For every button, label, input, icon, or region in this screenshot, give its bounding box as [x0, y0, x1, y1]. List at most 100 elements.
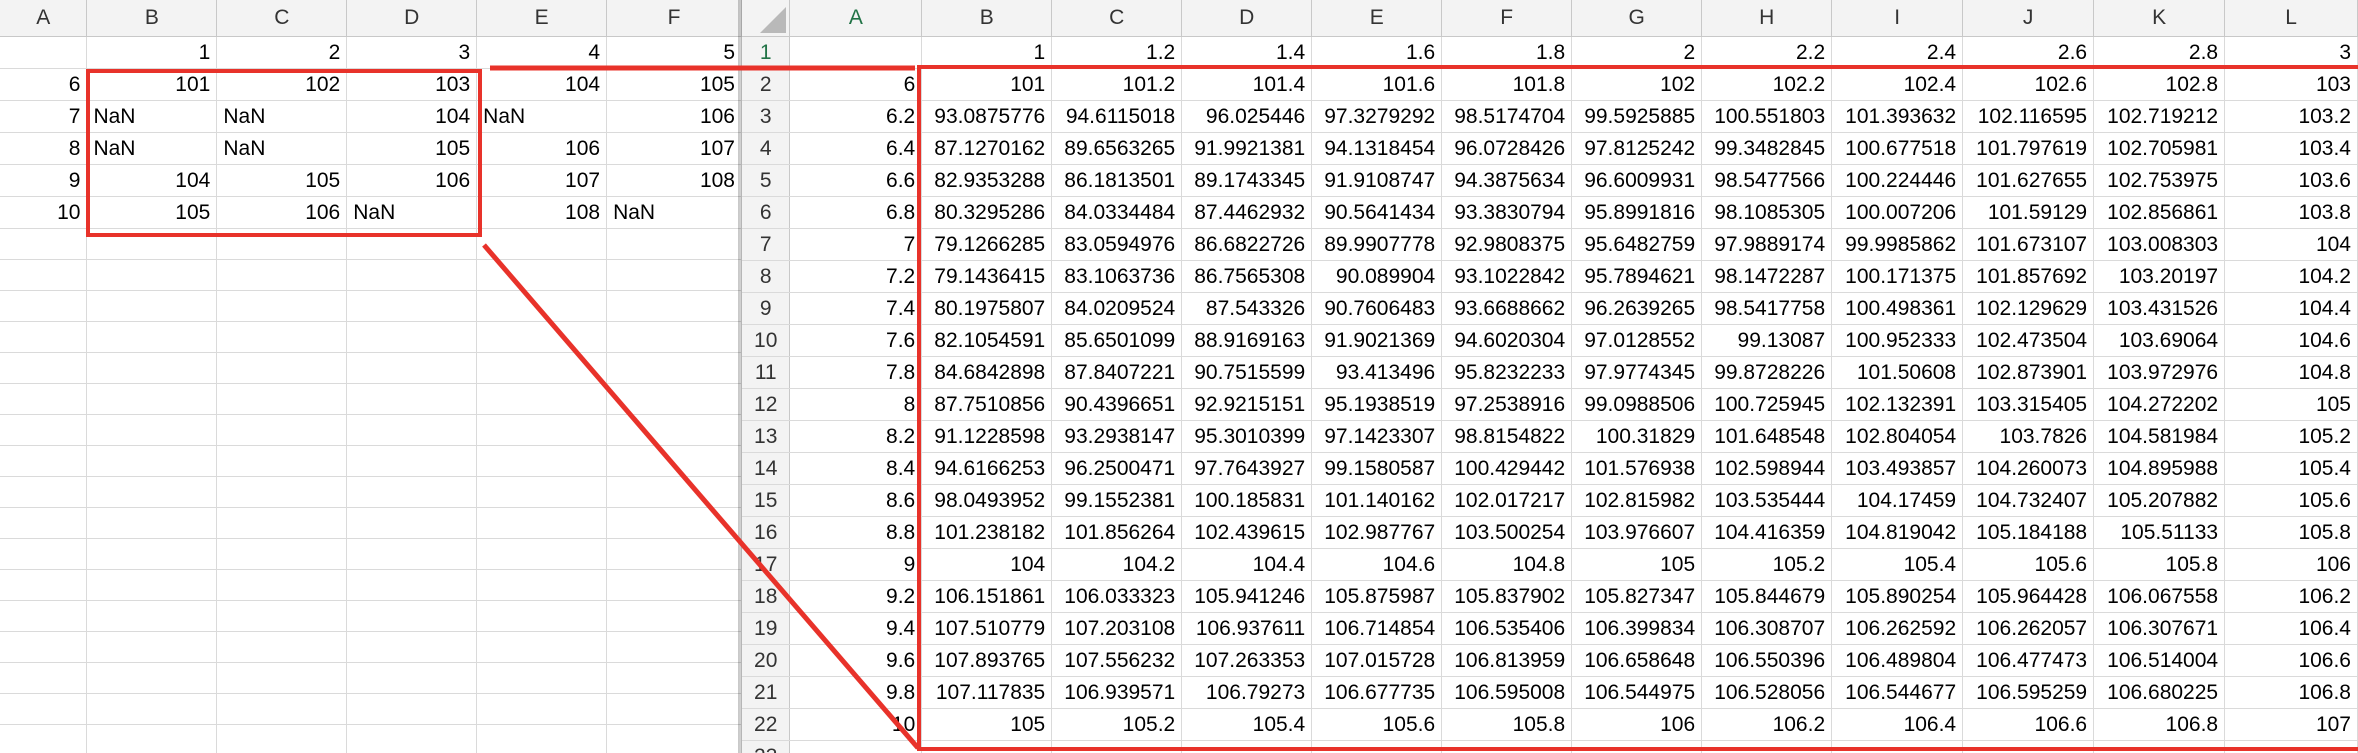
cell-f3[interactable]: 98.5174704 [1441, 100, 1573, 133]
cell-b23[interactable] [921, 740, 1053, 753]
cell-i21[interactable]: 106.544677 [1831, 676, 1964, 709]
column-header-c[interactable]: C [1051, 0, 1183, 37]
cell-a5[interactable]: 6.6 [789, 164, 923, 197]
cell-h7[interactable]: 97.9889174 [1701, 228, 1833, 261]
cell-e5[interactable]: 106 [476, 132, 608, 165]
cell-e21[interactable]: 106.677735 [1311, 676, 1443, 709]
cell-k11[interactable]: 103.972976 [2093, 356, 2226, 389]
cell-f7[interactable]: NaN [606, 196, 742, 229]
cell-d7[interactable]: 86.6822726 [1181, 228, 1313, 261]
column-header-b[interactable]: B [921, 0, 1053, 37]
cell-a13[interactable]: 8.2 [789, 420, 923, 453]
cell-a22[interactable]: 10 [789, 708, 923, 741]
cell-f13[interactable]: 98.8154822 [1441, 420, 1573, 453]
cell-e16[interactable] [476, 476, 608, 508]
cell-l13[interactable]: 105.2 [2224, 420, 2358, 453]
row-header-19[interactable]: 19 [742, 612, 791, 645]
cell-b2[interactable]: 101 [921, 68, 1053, 101]
cell-l22[interactable]: 107 [2224, 708, 2358, 741]
cell-j5[interactable]: 101.627655 [1962, 164, 2095, 197]
cell-b21[interactable]: 107.117835 [921, 676, 1053, 709]
cell-c8[interactable]: 83.1063736 [1051, 260, 1183, 293]
cell-f8[interactable] [606, 228, 742, 260]
cell-k10[interactable]: 103.69064 [2093, 324, 2226, 357]
row-header-14[interactable]: 14 [742, 452, 791, 485]
cell-f7[interactable]: 92.9808375 [1441, 228, 1573, 261]
cell-e17[interactable] [476, 507, 608, 539]
cell-f10[interactable]: 94.6020304 [1441, 324, 1573, 357]
cell-g14[interactable]: 101.576938 [1571, 452, 1703, 485]
cell-a2[interactable]: 6 [789, 68, 923, 101]
cell-b17[interactable]: 104 [921, 548, 1053, 581]
cell-f2[interactable]: 101.8 [1441, 68, 1573, 101]
cell-d13[interactable] [346, 383, 478, 415]
cell-f14[interactable] [606, 414, 742, 446]
cell-f10[interactable] [606, 290, 742, 322]
cell-k20[interactable]: 106.514004 [2093, 644, 2226, 677]
cell-i11[interactable]: 101.50608 [1831, 356, 1964, 389]
cell-g5[interactable]: 96.6009931 [1571, 164, 1703, 197]
cell-b16[interactable]: 101.238182 [921, 516, 1053, 549]
cell-j4[interactable]: 101.797619 [1962, 132, 2095, 165]
cell-d13[interactable]: 95.3010399 [1181, 420, 1313, 453]
cell-b14[interactable] [86, 414, 218, 446]
row-header-11[interactable]: 11 [742, 356, 791, 389]
cell-c23[interactable] [216, 693, 348, 725]
cell-j21[interactable]: 106.595259 [1962, 676, 2095, 709]
cell-e3[interactable]: 97.3279292 [1311, 100, 1443, 133]
cell-b23[interactable] [86, 693, 218, 725]
cell-d16[interactable]: 102.439615 [1181, 516, 1313, 549]
cell-b3[interactable]: 93.0875776 [921, 100, 1053, 133]
cell-k2[interactable]: 102.8 [2093, 68, 2226, 101]
cell-h9[interactable]: 98.5417758 [1701, 292, 1833, 325]
cell-g17[interactable]: 105 [1571, 548, 1703, 581]
cell-j9[interactable]: 102.129629 [1962, 292, 2095, 325]
cell-b18[interactable] [86, 538, 218, 570]
row-header-6[interactable]: 6 [742, 196, 791, 229]
cell-k3[interactable]: 102.719212 [2093, 100, 2226, 133]
cell-c24[interactable] [216, 724, 348, 753]
cell-b7[interactable]: 105 [86, 196, 218, 229]
cell-a7[interactable]: 10 [0, 196, 88, 229]
cell-e5[interactable]: 91.9108747 [1311, 164, 1443, 197]
cell-h15[interactable]: 103.535444 [1701, 484, 1833, 517]
cell-h3[interactable]: 100.551803 [1701, 100, 1833, 133]
cell-d15[interactable] [346, 445, 478, 477]
cell-c22[interactable] [216, 662, 348, 694]
cell-a15[interactable]: 8.6 [789, 484, 923, 517]
cell-d9[interactable]: 87.543326 [1181, 292, 1313, 325]
cell-g3[interactable]: 99.5925885 [1571, 100, 1703, 133]
column-header-g[interactable]: G [1571, 0, 1703, 37]
cell-c16[interactable]: 101.856264 [1051, 516, 1183, 549]
cell-e11[interactable] [476, 321, 608, 353]
cell-c13[interactable] [216, 383, 348, 415]
cell-e15[interactable]: 101.140162 [1311, 484, 1443, 517]
cell-b20[interactable] [86, 600, 218, 632]
cell-a14[interactable]: 8.4 [789, 452, 923, 485]
cell-a24[interactable] [0, 724, 88, 753]
cell-g6[interactable]: 95.8991816 [1571, 196, 1703, 229]
cell-h2[interactable]: 102.2 [1701, 68, 1833, 101]
cell-i20[interactable]: 106.489804 [1831, 644, 1964, 677]
cell-d5[interactable]: 89.1743345 [1181, 164, 1313, 197]
cell-h19[interactable]: 106.308707 [1701, 612, 1833, 645]
cell-d16[interactable] [346, 476, 478, 508]
cell-e20[interactable] [476, 600, 608, 632]
cell-l2[interactable]: 103 [2224, 68, 2358, 101]
cell-h10[interactable]: 99.13087 [1701, 324, 1833, 357]
cell-d22[interactable] [346, 662, 478, 694]
cell-a6[interactable]: 9 [0, 164, 88, 197]
cell-c2[interactable]: 101.2 [1051, 68, 1183, 101]
cell-f8[interactable]: 93.1022842 [1441, 260, 1573, 293]
cell-i15[interactable]: 104.17459 [1831, 484, 1964, 517]
cell-j10[interactable]: 102.473504 [1962, 324, 2095, 357]
cell-f20[interactable] [606, 600, 742, 632]
cell-k13[interactable]: 104.581984 [2093, 420, 2226, 453]
cell-e8[interactable]: 90.089904 [1311, 260, 1443, 293]
row-header-9[interactable]: 9 [742, 292, 791, 325]
column-header-f[interactable]: F [606, 0, 742, 37]
cell-b8[interactable]: 79.1436415 [921, 260, 1053, 293]
cell-b18[interactable]: 106.151861 [921, 580, 1053, 613]
cell-k7[interactable]: 103.008303 [2093, 228, 2226, 261]
cell-j7[interactable]: 101.673107 [1962, 228, 2095, 261]
